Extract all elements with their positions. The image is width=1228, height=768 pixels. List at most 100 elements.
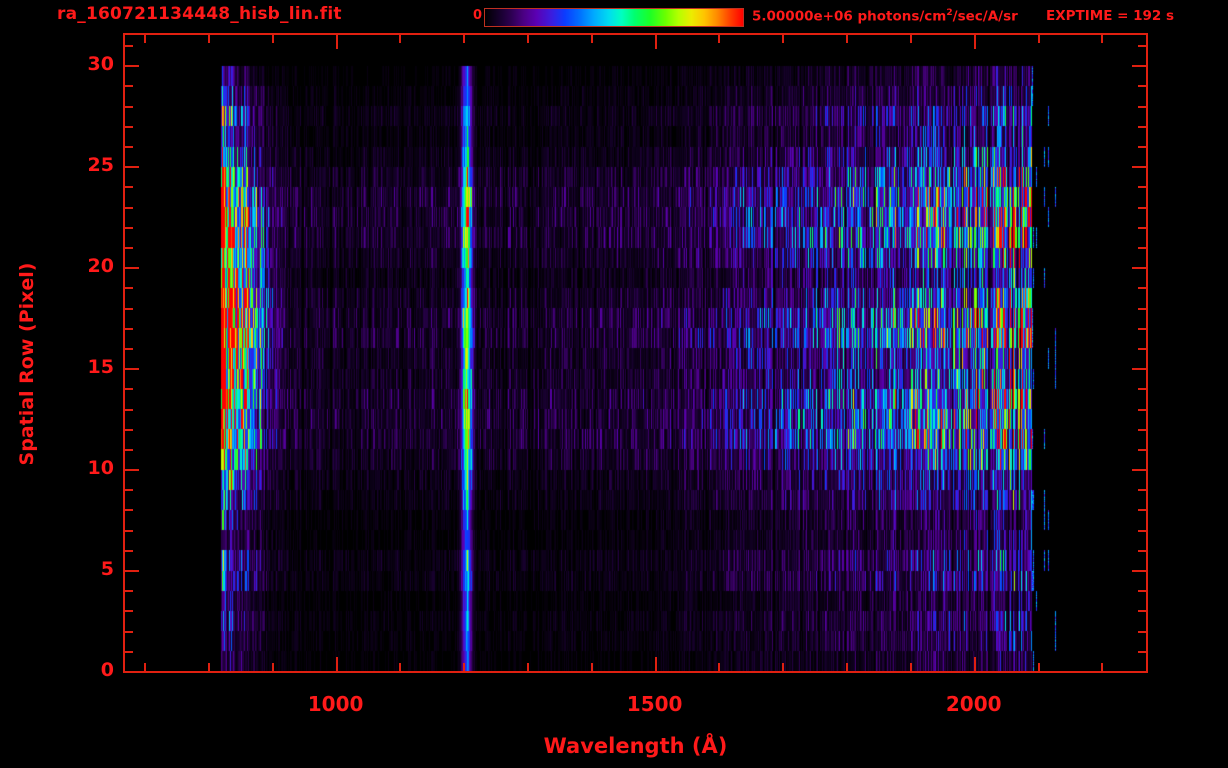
y-minor-tick <box>125 348 133 350</box>
y-minor-tick-right <box>1138 550 1146 552</box>
x-minor-tick <box>144 663 146 671</box>
y-minor-tick <box>125 308 133 310</box>
colorbar <box>484 8 744 27</box>
y-major-tick-right <box>1132 368 1146 370</box>
y-minor-tick <box>125 287 133 289</box>
y-minor-tick-right <box>1138 308 1146 310</box>
y-minor-tick-right <box>1138 287 1146 289</box>
x-minor-tick <box>208 663 210 671</box>
y-minor-tick-right <box>1138 489 1146 491</box>
y-minor-tick <box>125 610 133 612</box>
y-major-tick-right <box>1132 65 1146 67</box>
x-major-tick <box>655 657 657 671</box>
y-major-tick-right <box>1132 469 1146 471</box>
x-major-tick-top <box>336 35 338 49</box>
y-major-tick-right <box>1132 671 1146 673</box>
x-minor-tick-top <box>782 35 784 43</box>
y-minor-tick <box>125 449 133 451</box>
y-tick-label: 30 <box>87 53 114 76</box>
y-minor-tick-right <box>1138 449 1146 451</box>
colorbar-max-label: 5.00000e+06 photons/cm2/sec/A/sr <box>752 8 1018 25</box>
x-minor-tick-top <box>1038 35 1040 43</box>
file-title: ra_160721134448_hisb_lin.fit <box>57 4 342 24</box>
x-minor-tick <box>782 663 784 671</box>
x-minor-tick-top <box>527 35 529 43</box>
y-minor-tick-right <box>1138 429 1146 431</box>
y-tick-label: 10 <box>87 457 114 480</box>
x-tick-label: 2000 <box>945 692 1002 716</box>
y-minor-tick-right <box>1138 530 1146 532</box>
y-minor-tick-right <box>1138 186 1146 188</box>
y-minor-tick-right <box>1138 651 1146 653</box>
y-tick-label: 15 <box>87 356 114 379</box>
y-minor-tick <box>125 530 133 532</box>
colorbar-units-exponent: 2 <box>946 8 953 18</box>
y-minor-tick-right <box>1138 247 1146 249</box>
x-minor-tick-top <box>718 35 720 43</box>
y-minor-tick-right <box>1138 227 1146 229</box>
x-minor-tick-top <box>846 35 848 43</box>
y-minor-tick-right <box>1138 388 1146 390</box>
y-minor-tick <box>125 186 133 188</box>
y-tick-label: 25 <box>87 154 114 177</box>
y-major-tick <box>125 671 139 673</box>
x-minor-tick-top <box>399 35 401 43</box>
x-minor-tick-top <box>463 35 465 43</box>
y-major-tick <box>125 65 139 67</box>
y-major-tick-right <box>1132 166 1146 168</box>
y-minor-tick-right <box>1138 328 1146 330</box>
spectrogram-image <box>125 35 1146 671</box>
y-major-tick <box>125 469 139 471</box>
plot-frame <box>123 33 1148 673</box>
colorbar-units-post: /sec/A/sr <box>952 8 1018 25</box>
y-minor-tick-right <box>1138 106 1146 108</box>
x-minor-tick-top <box>1101 35 1103 43</box>
x-major-tick <box>974 657 976 671</box>
x-tick-label: 1000 <box>307 692 364 716</box>
y-minor-tick-right <box>1138 631 1146 633</box>
y-minor-tick-right <box>1138 348 1146 350</box>
y-minor-tick <box>125 409 133 411</box>
y-tick-label: 0 <box>100 659 114 681</box>
y-minor-tick <box>125 489 133 491</box>
x-minor-tick <box>463 663 465 671</box>
x-minor-tick <box>1038 663 1040 671</box>
y-minor-tick-right <box>1138 45 1146 47</box>
x-major-tick-top <box>655 35 657 49</box>
x-tick-label: 1500 <box>626 692 683 716</box>
x-minor-tick <box>527 663 529 671</box>
y-minor-tick-right <box>1138 509 1146 511</box>
colorbar-max-value: 5.00000e+06 <box>752 8 853 25</box>
x-minor-tick-top <box>208 35 210 43</box>
x-minor-tick-top <box>910 35 912 43</box>
y-minor-tick-right <box>1138 85 1146 87</box>
y-minor-tick <box>125 328 133 330</box>
y-minor-tick-right <box>1138 409 1146 411</box>
x-minor-tick <box>399 663 401 671</box>
x-minor-tick-top <box>591 35 593 43</box>
y-minor-tick <box>125 146 133 148</box>
x-minor-tick <box>718 663 720 671</box>
y-major-tick-right <box>1132 570 1146 572</box>
colorbar-units-pre: photons/cm <box>852 8 947 25</box>
y-minor-tick-right <box>1138 207 1146 209</box>
y-minor-tick <box>125 429 133 431</box>
y-major-tick-right <box>1132 267 1146 269</box>
y-major-tick <box>125 166 139 168</box>
y-minor-tick <box>125 207 133 209</box>
y-minor-tick <box>125 550 133 552</box>
x-major-tick-top <box>974 35 976 49</box>
y-minor-tick-right <box>1138 146 1146 148</box>
y-minor-tick <box>125 388 133 390</box>
y-minor-tick <box>125 85 133 87</box>
y-major-tick <box>125 368 139 370</box>
y-minor-tick-right <box>1138 610 1146 612</box>
y-tick-label: 20 <box>87 255 114 278</box>
x-axis-title: Wavelength (Å) <box>543 734 728 758</box>
y-minor-tick <box>125 590 133 592</box>
exposure-time-label: EXPTIME = 192 s <box>1046 8 1175 24</box>
x-minor-tick <box>910 663 912 671</box>
colorbar-min-label: 0 <box>473 8 483 23</box>
x-minor-tick <box>591 663 593 671</box>
